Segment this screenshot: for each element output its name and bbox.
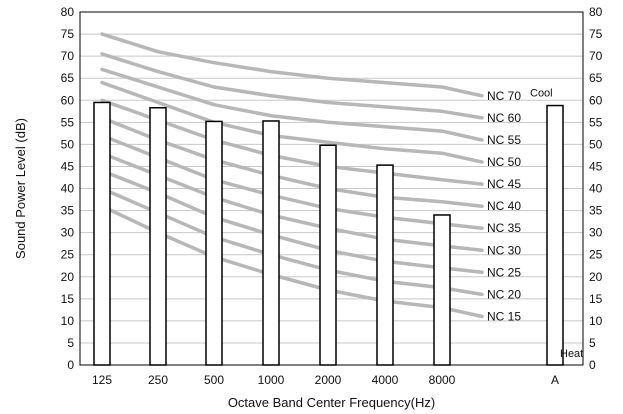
- right-y-ticks: 0 5 10 15 20 25 30 35 40 45 50 55 60 65 70 75 80: [589, 5, 603, 372]
- bar-4000: [376, 164, 394, 366]
- nc-label-nc30: NC 30: [487, 243, 521, 257]
- y-tick-right: 55: [589, 115, 603, 129]
- x-axis-title: Octave Band Center Frequency(Hz): [228, 395, 435, 410]
- heat-annotation: Heat: [560, 348, 583, 360]
- y-tick-left: 25: [61, 248, 75, 262]
- y-tick-left: 35: [61, 204, 75, 218]
- y-tick-right: 10: [589, 314, 603, 328]
- nc-curve-nc35: [100, 133, 484, 230]
- nc-label-nc55: NC 55: [487, 133, 521, 147]
- y-tick-left: 40: [61, 182, 75, 196]
- y-tick-left: 20: [61, 270, 75, 284]
- y-tick-left: 30: [61, 226, 75, 240]
- nc-label-nc25: NC 25: [487, 265, 521, 279]
- bar-500: [205, 120, 223, 366]
- bar-8000: [433, 214, 451, 366]
- x-tick-125: 125: [92, 373, 112, 387]
- nc-curve-nc40: [100, 116, 484, 208]
- nc-curve-nc55: [100, 67, 484, 142]
- y-tick-right: 35: [589, 204, 603, 218]
- bar-2000: [319, 144, 337, 366]
- nc-curves: [100, 32, 484, 319]
- x-tick-500: 500: [204, 373, 224, 387]
- y-tick-right: 70: [589, 49, 603, 63]
- x-tick-4000: 4000: [372, 373, 399, 387]
- nc-label-nc60: NC 60: [487, 111, 521, 125]
- nc-curve-nc50: [100, 80, 484, 164]
- y-tick-right: 25: [589, 248, 603, 262]
- bar-250: [149, 107, 167, 366]
- y-tick-left: 45: [61, 159, 75, 173]
- nc-curve-nc15: [100, 204, 484, 319]
- nc-curve-nc70: [100, 32, 484, 98]
- nc-curve-nc45: [100, 98, 484, 186]
- nc-label-nc35: NC 35: [487, 221, 521, 235]
- y-tick-right: 30: [589, 226, 603, 240]
- y-tick-left: 10: [61, 314, 75, 328]
- y-tick-left: 50: [61, 137, 75, 151]
- left-y-ticks: 0 5 10 15 20 25 30 35 40 45 50 55 60 65 70 75 80: [61, 5, 75, 372]
- bar-A: [546, 104, 564, 366]
- bar-125: [93, 101, 111, 366]
- y-tick-left: 75: [61, 27, 75, 41]
- bar-1000: [262, 120, 280, 366]
- y-tick-left: 15: [61, 292, 75, 306]
- nc-curve-nc30: [100, 151, 484, 253]
- y-tick-right: 5: [589, 336, 596, 350]
- nc-label-nc70: NC 70: [487, 89, 521, 103]
- nc-label-nc40: NC 40: [487, 199, 521, 213]
- y-tick-right: 0: [589, 358, 596, 372]
- y-tick-left: 60: [61, 93, 75, 107]
- nc-curve-nc60: [100, 52, 484, 120]
- x-tick-A: A: [551, 373, 559, 387]
- y-tick-right: 60: [589, 93, 603, 107]
- y-tick-right: 20: [589, 270, 603, 284]
- y-tick-right: 40: [589, 182, 603, 196]
- nc-curve-nc25: [100, 169, 484, 275]
- y-tick-right: 15: [589, 292, 603, 306]
- y-tick-left: 55: [61, 115, 75, 129]
- x-tick-1000: 1000: [258, 373, 285, 387]
- x-tick-labels: 125 250 500 1000 2000 4000 8000 A: [92, 373, 559, 387]
- cool-annotation: Cool: [530, 88, 553, 100]
- nc-label-nc20: NC 20: [487, 287, 521, 301]
- y-tick-left: 0: [67, 358, 74, 372]
- y-tick-left: 70: [61, 49, 75, 63]
- nc-curve-nc20: [100, 186, 484, 297]
- y-tick-left: 65: [61, 71, 75, 85]
- y-tick-right: 75: [589, 27, 603, 41]
- x-tick-2000: 2000: [315, 373, 342, 387]
- nc-curve-labels: NC 70 NC 60 NC 55 NC 50 NC 45 NC 40 NC 35 NC 30…: [487, 89, 521, 324]
- y-tick-right: 80: [589, 5, 603, 19]
- y-tick-left: 80: [61, 5, 75, 19]
- y-tick-left: 5: [67, 336, 74, 350]
- y-tick-right: 50: [589, 137, 603, 151]
- nc-label-nc45: NC 45: [487, 177, 521, 191]
- y-tick-right: 65: [589, 71, 603, 85]
- y-axis-title: Sound Power Level (dB): [13, 118, 28, 259]
- y-tick-right: 45: [589, 159, 603, 173]
- x-tick-250: 250: [148, 373, 168, 387]
- plot-frame: [79, 11, 584, 366]
- nc-label-nc15: NC 15: [487, 309, 521, 323]
- x-tick-8000: 8000: [429, 373, 456, 387]
- nc-label-nc50: NC 50: [487, 155, 521, 169]
